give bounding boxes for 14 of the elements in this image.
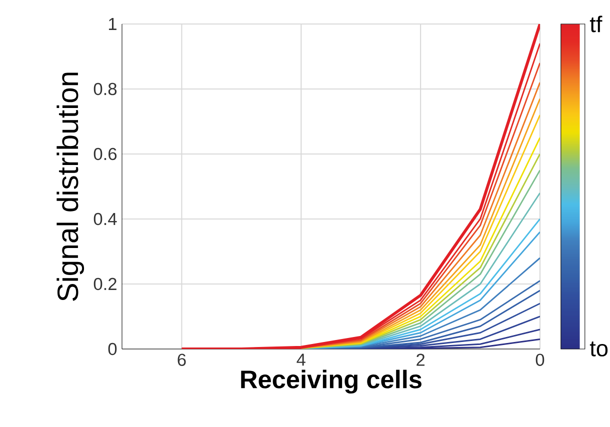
y-tick-label: 0.2 [94, 278, 116, 290]
color-bar-label: to [590, 342, 608, 356]
y-tick-label: 0.8 [94, 82, 117, 96]
color-bar-label: tf [590, 16, 602, 32]
y-tick-label: 0 [108, 342, 117, 356]
x-axis-title: Receiving cells [241, 370, 422, 394]
x-tick-label: 0 [536, 354, 544, 366]
x-tick-label: 6 [178, 354, 186, 366]
y-tick-label: 1 [108, 18, 116, 30]
x-tick-label: 4 [296, 354, 306, 366]
y-tick-label: 0.6 [94, 148, 117, 160]
y-axis-title: Signal distribution [56, 72, 84, 301]
y-tick-label: 0.4 [94, 212, 117, 226]
x-tick-label: 2 [416, 354, 424, 366]
